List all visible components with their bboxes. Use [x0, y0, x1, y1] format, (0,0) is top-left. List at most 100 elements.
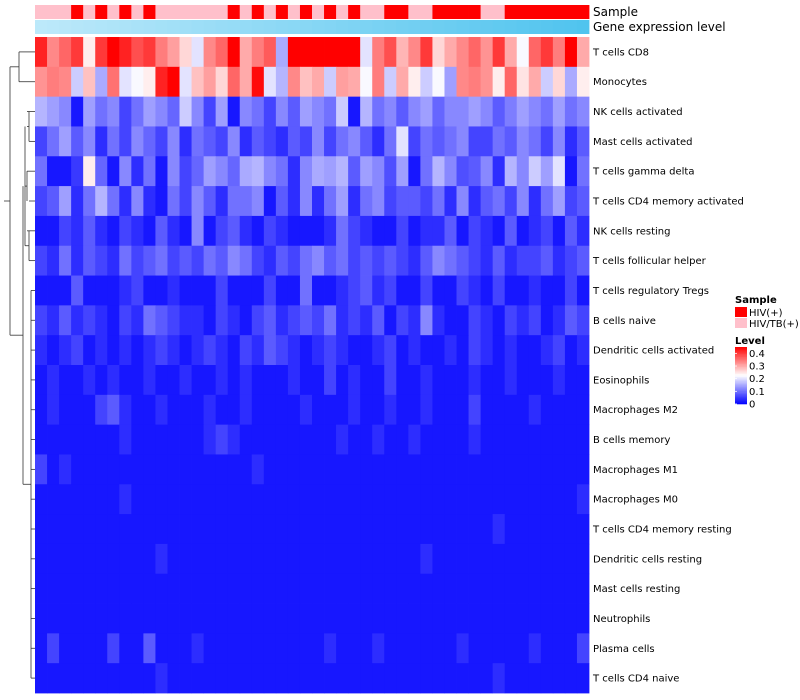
heatmap-cell [83, 186, 96, 217]
heatmap-cell [360, 603, 373, 634]
sample-annotation-cell [408, 5, 421, 19]
level-colorbar-segment [735, 348, 747, 351]
heatmap-cell [552, 275, 566, 306]
heatmap-cell [480, 305, 494, 336]
heatmap-cell [576, 394, 590, 426]
heatmap-cell [552, 335, 566, 366]
heatmap-cell [576, 514, 590, 545]
heatmap-cell [287, 514, 301, 545]
heatmap-cell [516, 215, 530, 247]
heatmap-cell [215, 394, 229, 426]
heatmap-cell [227, 365, 241, 396]
heatmap-cell [191, 37, 205, 68]
heatmap-cell [179, 96, 192, 127]
heatmap-cell [263, 156, 277, 187]
heatmap-cell [107, 543, 120, 575]
heatmap-cell [59, 633, 72, 664]
sample-legend-swatch [735, 307, 747, 317]
heatmap-cell [468, 633, 482, 664]
heatmap-cell [468, 663, 482, 694]
heatmap-cell [215, 424, 229, 455]
heatmap-cell [263, 365, 277, 396]
heatmap-cell [179, 37, 192, 68]
heatmap-cell [576, 543, 590, 575]
heatmap-cell [143, 335, 156, 366]
heatmap-cell [167, 126, 180, 157]
heatmap-cell [336, 454, 349, 485]
heatmap-cell [179, 305, 192, 336]
heatmap-cell [227, 573, 241, 604]
heatmap-cell [299, 156, 313, 187]
heatmap-cell [492, 186, 506, 217]
heatmap-cell [167, 573, 180, 604]
heatmap-cell [119, 37, 132, 68]
heatmap-cell [432, 573, 445, 604]
heatmap-cell [59, 454, 72, 485]
heatmap-cell [564, 215, 578, 247]
heatmap-cell [95, 484, 108, 515]
heatmap-cell [360, 514, 373, 545]
heatmap-cell [528, 37, 542, 68]
heatmap-cell [155, 335, 168, 366]
heatmap-cell [215, 66, 229, 98]
heatmap-cell [312, 603, 325, 634]
heatmap-cell [528, 543, 542, 575]
heatmap-cell [444, 126, 457, 157]
heatmap-cell [83, 543, 96, 575]
expression-annotation-cell [179, 20, 192, 34]
heatmap-cell [107, 603, 120, 634]
level-colorbar-segment [735, 365, 747, 368]
heatmap-cell [47, 37, 60, 68]
heatmap-cell [324, 424, 337, 455]
heatmap-cell [564, 424, 578, 455]
heatmap-cell [155, 573, 168, 604]
heatmap-cell [263, 543, 277, 575]
heatmap-cell [203, 305, 217, 336]
heatmap-cell [384, 126, 397, 157]
heatmap-cell [540, 454, 554, 485]
sample-annotation-cell [143, 5, 156, 19]
heatmap-cell [179, 66, 192, 98]
heatmap-cell [203, 663, 217, 694]
heatmap-cell [564, 663, 578, 694]
heatmap-cell [239, 156, 253, 187]
heatmap-cell [552, 424, 566, 455]
heatmap-cell [143, 424, 156, 455]
heatmap-cell [336, 335, 349, 366]
sample-annotation-cell [167, 5, 180, 19]
heatmap-cell [576, 484, 590, 515]
sample-annotation-cell [492, 5, 506, 19]
heatmap-cell [444, 335, 457, 366]
heatmap-cell [432, 245, 445, 276]
heatmap-cell [396, 305, 409, 336]
heatmap-cell [444, 96, 457, 127]
heatmap-cell [167, 66, 180, 98]
heatmap-cell [372, 66, 385, 98]
heatmap-cell [468, 543, 482, 575]
heatmap-cell [191, 215, 205, 247]
heatmap-cell [336, 394, 349, 426]
heatmap-cell [456, 424, 469, 455]
heatmap-cell [47, 484, 60, 515]
heatmap-cell [203, 484, 217, 515]
expression-annotation-cell [275, 20, 289, 34]
heatmap-cell [504, 126, 518, 157]
heatmap-cell [456, 126, 469, 157]
heatmap-cell [540, 514, 554, 545]
heatmap-cell [456, 66, 469, 98]
heatmap-cell [384, 514, 397, 545]
row-label: Mast cells resting [593, 584, 680, 595]
heatmap-cell [167, 454, 180, 485]
heatmap-cell [444, 186, 457, 217]
heatmap-cell [348, 335, 361, 366]
heatmap-cell [287, 603, 301, 634]
sample-annotation-cell [384, 5, 397, 19]
heatmap-cell [155, 543, 168, 575]
heatmap-cell [492, 37, 506, 68]
heatmap-cell [480, 215, 494, 247]
expression-annotation-cell [155, 20, 168, 34]
expression-annotation-cell [528, 20, 542, 34]
heatmap-cell [444, 156, 457, 187]
heatmap-cell [360, 484, 373, 515]
heatmap-cell [384, 305, 397, 336]
